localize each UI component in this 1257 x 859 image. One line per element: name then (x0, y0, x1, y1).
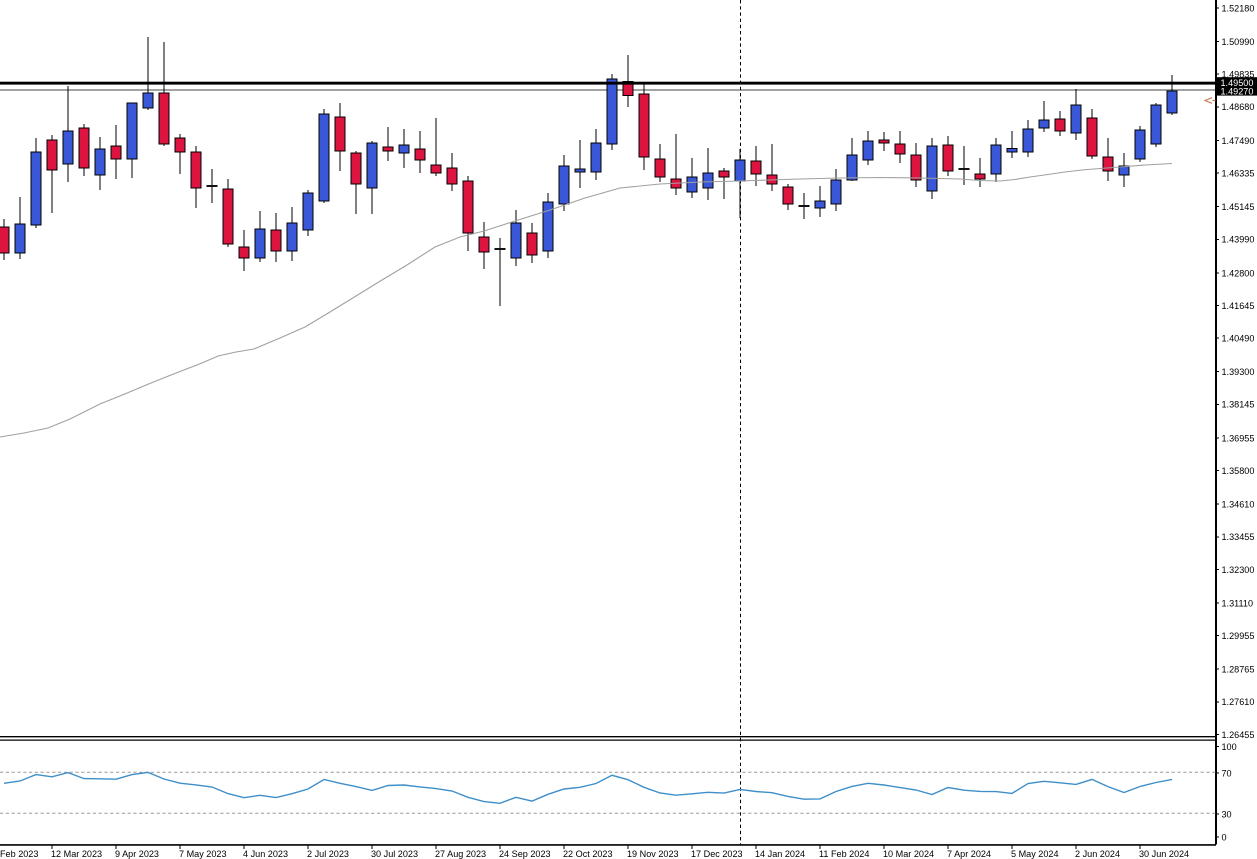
svg-text:1.34610: 1.34610 (1222, 500, 1255, 510)
svg-text:1.50990: 1.50990 (1222, 37, 1255, 47)
svg-text:1.45145: 1.45145 (1222, 202, 1255, 212)
svg-text:70: 70 (1222, 768, 1232, 778)
svg-text:12 Mar 2023: 12 Mar 2023 (51, 849, 102, 859)
svg-text:1.48680: 1.48680 (1222, 102, 1255, 112)
svg-text:1.33455: 1.33455 (1222, 532, 1255, 542)
svg-text:27 Aug 2023: 27 Aug 2023 (435, 849, 486, 859)
svg-text:2 Jun 2024: 2 Jun 2024 (1075, 849, 1120, 859)
svg-text:19 Nov 2023: 19 Nov 2023 (627, 849, 679, 859)
svg-text:0: 0 (1222, 832, 1227, 842)
svg-text:7 May 2023: 7 May 2023 (179, 849, 227, 859)
svg-text:7 Apr 2024: 7 Apr 2024 (947, 849, 991, 859)
svg-text:14 Jan 2024: 14 Jan 2024 (755, 849, 805, 859)
svg-text:1.46335: 1.46335 (1222, 169, 1255, 179)
svg-text:1.39300: 1.39300 (1222, 367, 1255, 377)
svg-text:11 Feb 2024: 11 Feb 2024 (819, 849, 869, 859)
svg-text:24 Sep 2023: 24 Sep 2023 (499, 849, 551, 859)
svg-text:10 Mar 2024: 10 Mar 2024 (883, 849, 934, 859)
svg-text:1.35800: 1.35800 (1222, 466, 1255, 476)
svg-text:4 Jun 2023: 4 Jun 2023 (243, 849, 288, 859)
svg-text:1.47490: 1.47490 (1222, 136, 1255, 146)
svg-text:30 Jul 2023: 30 Jul 2023 (371, 849, 418, 859)
svg-text:100: 100 (1222, 742, 1237, 752)
svg-text:1.31110: 1.31110 (1222, 598, 1254, 608)
svg-text:5 May 2024: 5 May 2024 (1011, 849, 1059, 859)
svg-text:1.43990: 1.43990 (1222, 235, 1255, 245)
svg-text:1.52180: 1.52180 (1222, 3, 1255, 13)
svg-text:2 Jul 2023: 2 Jul 2023 (307, 849, 349, 859)
svg-text:17 Dec 2023: 17 Dec 2023 (691, 849, 743, 859)
svg-text:1.28765: 1.28765 (1222, 665, 1255, 675)
svg-text:30: 30 (1222, 809, 1232, 819)
svg-text:1.40490: 1.40490 (1222, 334, 1255, 344)
svg-text:1.38145: 1.38145 (1222, 400, 1255, 410)
svg-text:9 Apr 2023: 9 Apr 2023 (115, 849, 159, 859)
svg-text:1.49270: 1.49270 (1221, 87, 1254, 97)
svg-text:1.27610: 1.27610 (1222, 697, 1255, 707)
svg-text:Feb 2023: Feb 2023 (0, 849, 38, 859)
svg-text:1.29955: 1.29955 (1222, 631, 1255, 641)
svg-text:1.26455: 1.26455 (1222, 730, 1255, 740)
svg-text:30 Jun 2024: 30 Jun 2024 (1139, 849, 1189, 859)
svg-text:1.49835: 1.49835 (1222, 70, 1255, 80)
svg-text:1.32300: 1.32300 (1222, 565, 1255, 575)
svg-text:1.42800: 1.42800 (1222, 268, 1255, 278)
svg-text:1.41645: 1.41645 (1222, 301, 1255, 311)
svg-text:1.49500: 1.49500 (1221, 78, 1254, 88)
svg-text:1.36955: 1.36955 (1222, 433, 1255, 443)
svg-text:22 Oct 2023: 22 Oct 2023 (563, 849, 613, 859)
